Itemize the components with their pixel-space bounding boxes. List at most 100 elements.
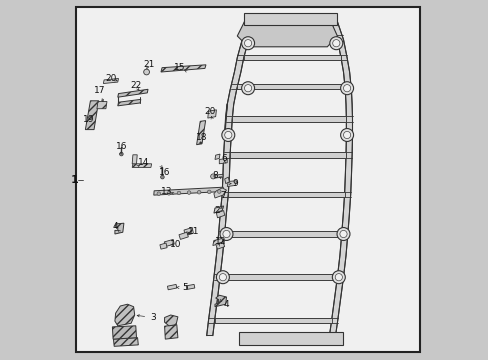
Polygon shape xyxy=(164,315,178,326)
Polygon shape xyxy=(212,238,223,246)
Polygon shape xyxy=(118,99,141,106)
Polygon shape xyxy=(164,239,174,247)
Circle shape xyxy=(340,129,353,141)
Polygon shape xyxy=(196,121,205,145)
Text: 21: 21 xyxy=(143,60,155,69)
Polygon shape xyxy=(161,65,205,72)
Text: 1: 1 xyxy=(71,175,78,185)
Polygon shape xyxy=(220,274,337,280)
Text: 16: 16 xyxy=(159,168,170,177)
Text: 4: 4 xyxy=(112,222,118,231)
Text: 19: 19 xyxy=(83,115,95,124)
Polygon shape xyxy=(132,164,151,167)
Polygon shape xyxy=(179,232,188,239)
Text: 6: 6 xyxy=(222,154,227,163)
Circle shape xyxy=(224,131,231,139)
Circle shape xyxy=(332,40,339,47)
Polygon shape xyxy=(329,22,352,336)
Polygon shape xyxy=(186,284,194,289)
Polygon shape xyxy=(230,152,346,158)
Polygon shape xyxy=(227,181,236,186)
Polygon shape xyxy=(183,228,193,236)
Polygon shape xyxy=(213,206,223,213)
Circle shape xyxy=(220,228,232,240)
Polygon shape xyxy=(232,116,346,122)
Text: 20: 20 xyxy=(105,74,117,83)
Circle shape xyxy=(219,274,226,281)
Circle shape xyxy=(241,37,254,50)
Circle shape xyxy=(157,192,160,195)
Polygon shape xyxy=(224,231,341,237)
Polygon shape xyxy=(244,13,337,25)
Polygon shape xyxy=(115,304,134,326)
Text: 11: 11 xyxy=(188,227,200,236)
Circle shape xyxy=(241,82,254,95)
Polygon shape xyxy=(213,188,226,198)
Text: 3: 3 xyxy=(149,313,155,322)
Polygon shape xyxy=(224,177,229,184)
Polygon shape xyxy=(103,78,118,84)
Text: 20: 20 xyxy=(204,107,216,116)
Text: 2: 2 xyxy=(214,206,220,215)
Circle shape xyxy=(244,40,251,47)
Polygon shape xyxy=(237,22,337,47)
Polygon shape xyxy=(85,101,99,130)
Polygon shape xyxy=(167,284,177,290)
Text: 9: 9 xyxy=(232,179,238,188)
Circle shape xyxy=(340,82,353,95)
Polygon shape xyxy=(215,154,220,159)
Polygon shape xyxy=(97,102,107,109)
Polygon shape xyxy=(132,155,137,164)
Polygon shape xyxy=(216,211,224,218)
Circle shape xyxy=(335,274,342,281)
Polygon shape xyxy=(213,174,223,178)
Circle shape xyxy=(223,230,230,238)
Polygon shape xyxy=(207,110,216,118)
Polygon shape xyxy=(206,22,250,336)
Polygon shape xyxy=(115,223,123,234)
Polygon shape xyxy=(249,35,336,41)
Text: 18: 18 xyxy=(195,133,206,142)
Circle shape xyxy=(217,190,221,193)
Polygon shape xyxy=(118,89,148,97)
Text: 8: 8 xyxy=(212,171,218,180)
Text: 12: 12 xyxy=(215,237,226,246)
Polygon shape xyxy=(215,242,224,249)
Text: 7: 7 xyxy=(220,191,225,199)
Polygon shape xyxy=(112,326,136,339)
Circle shape xyxy=(197,190,201,194)
Polygon shape xyxy=(160,243,167,249)
Text: 10: 10 xyxy=(170,240,182,248)
Text: 13: 13 xyxy=(161,187,172,196)
Circle shape xyxy=(160,175,164,179)
Polygon shape xyxy=(164,325,178,339)
Circle shape xyxy=(339,230,346,238)
Circle shape xyxy=(216,271,229,284)
Text: 16: 16 xyxy=(116,143,127,152)
Text: 5: 5 xyxy=(182,284,187,292)
Circle shape xyxy=(207,190,211,194)
Polygon shape xyxy=(215,295,226,307)
Circle shape xyxy=(120,152,123,156)
Circle shape xyxy=(343,131,350,139)
Circle shape xyxy=(329,37,342,50)
Text: 4: 4 xyxy=(223,300,229,309)
Circle shape xyxy=(222,129,234,141)
Circle shape xyxy=(210,174,215,179)
Polygon shape xyxy=(153,187,223,195)
Polygon shape xyxy=(214,318,331,323)
Circle shape xyxy=(336,228,349,240)
Text: 14: 14 xyxy=(138,158,149,167)
Circle shape xyxy=(343,85,350,92)
Text: 15: 15 xyxy=(174,63,185,72)
Circle shape xyxy=(244,85,251,92)
Text: 17: 17 xyxy=(94,86,105,95)
Polygon shape xyxy=(239,332,342,345)
Circle shape xyxy=(167,192,170,195)
Text: 22: 22 xyxy=(130,81,141,90)
Polygon shape xyxy=(228,192,344,197)
Polygon shape xyxy=(237,84,344,89)
Circle shape xyxy=(177,191,181,195)
Polygon shape xyxy=(219,158,227,164)
Polygon shape xyxy=(244,55,340,60)
